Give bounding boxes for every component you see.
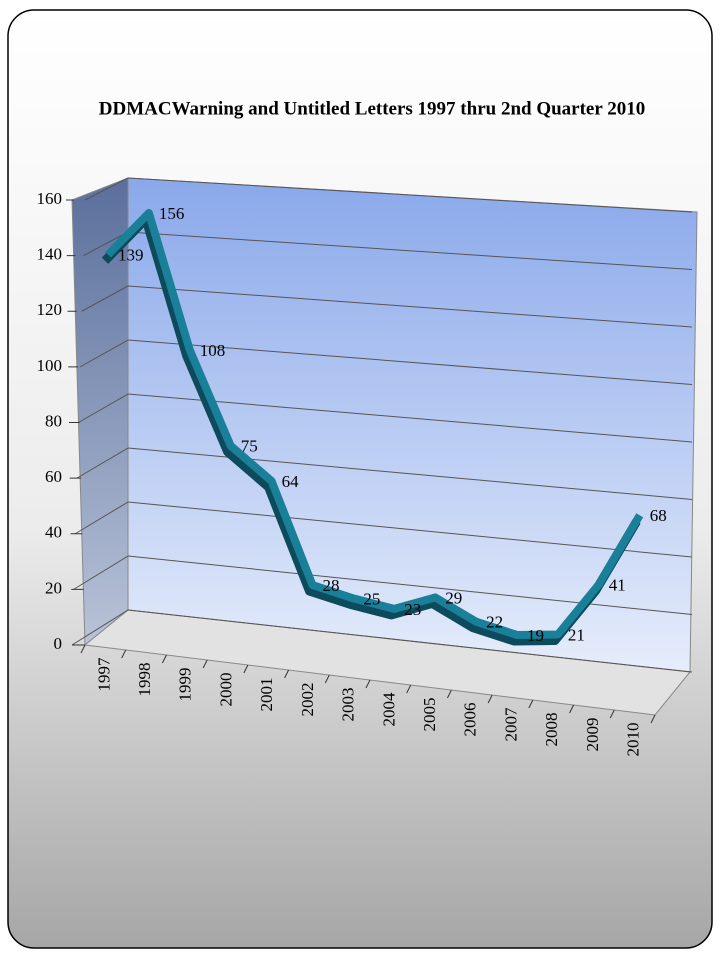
value-label: 139 <box>118 246 144 265</box>
x-tick <box>650 714 656 724</box>
line-shadow <box>101 214 641 646</box>
x-tick-label: 2005 <box>420 697 439 731</box>
grid-line <box>127 177 693 213</box>
value-label: 21 <box>568 625 585 644</box>
chart-title: DDMACWarning and Untitled Letters 1997 t… <box>99 98 645 119</box>
x-tick-label: 2002 <box>298 682 317 716</box>
y-tick-label: 0 <box>54 634 63 653</box>
x-tick <box>487 694 493 704</box>
y-tick-label: 20 <box>45 578 62 597</box>
x-tick <box>406 684 412 694</box>
x-tick <box>243 664 249 674</box>
value-label: 75 <box>241 437 258 456</box>
grid-line <box>71 609 129 646</box>
value-label: 64 <box>282 472 300 491</box>
x-tick <box>569 704 575 714</box>
x-tick <box>609 709 615 719</box>
x-tick-label: 1998 <box>135 662 154 696</box>
grid-line <box>78 393 129 423</box>
y-tick-label: 80 <box>45 411 62 430</box>
x-tick-label: 2010 <box>624 722 643 756</box>
y-tick-label: 100 <box>37 356 63 375</box>
x-tick <box>121 649 127 659</box>
value-label: 25 <box>363 589 380 608</box>
x-tick-label: 2001 <box>257 677 276 711</box>
grid-line <box>76 447 129 479</box>
value-label: 41 <box>609 575 626 594</box>
x-tick-label: 2009 <box>583 717 602 751</box>
y-tick-label: 120 <box>37 300 63 319</box>
x-tick <box>446 689 452 699</box>
grid-line <box>73 555 129 590</box>
grid-line <box>74 501 129 535</box>
grid-line <box>81 285 129 312</box>
x-tick <box>80 644 86 654</box>
grid-line <box>84 177 129 201</box>
x-tick-label: 2006 <box>461 702 480 736</box>
value-label: 28 <box>323 576 340 595</box>
x-tick-label: 1997 <box>94 657 113 692</box>
value-label: 22 <box>486 613 503 632</box>
y-tick-label: 60 <box>45 467 62 486</box>
value-label: 108 <box>200 341 226 360</box>
grid-line <box>127 231 693 270</box>
value-label: 29 <box>445 588 462 607</box>
value-label: 156 <box>159 204 185 223</box>
grid-line <box>127 609 693 673</box>
x-tick <box>365 679 371 689</box>
x-tick <box>528 699 534 709</box>
x-tick <box>202 659 208 669</box>
value-label: 19 <box>527 626 544 645</box>
x-tick <box>161 654 167 664</box>
grid-line <box>83 231 129 257</box>
x-tick <box>284 669 290 679</box>
x-tick-label: 2003 <box>339 687 358 721</box>
grid-line <box>127 501 693 558</box>
x-tick-label: 2007 <box>501 707 520 742</box>
y-tick-label: 40 <box>45 523 62 542</box>
value-label: 68 <box>650 506 667 525</box>
grid-line <box>127 393 693 443</box>
grid-line <box>127 555 693 615</box>
x-tick <box>324 674 330 684</box>
grid-line <box>127 285 693 328</box>
value-label: 23 <box>404 600 421 619</box>
grid-line <box>127 339 693 385</box>
y-tick-label: 160 <box>37 189 63 208</box>
x-tick-label: 2004 <box>379 692 398 727</box>
grid-line <box>79 339 129 368</box>
line <box>105 209 644 639</box>
y-tick-label: 140 <box>37 245 63 264</box>
grid-line <box>127 447 693 500</box>
x-tick-label: 2008 <box>542 712 561 746</box>
x-tick-label: 1999 <box>176 667 195 701</box>
x-tick-label: 2000 <box>216 672 235 706</box>
